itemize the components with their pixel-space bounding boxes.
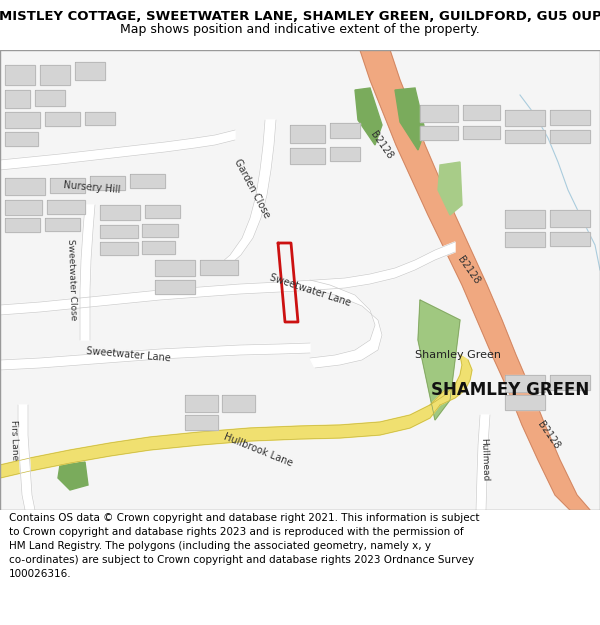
Text: Sweetwater Lane: Sweetwater Lane [268,272,352,308]
Text: Garden Close: Garden Close [232,157,272,219]
Polygon shape [185,415,218,430]
Polygon shape [90,176,125,190]
Polygon shape [5,178,45,195]
Polygon shape [505,395,545,410]
Polygon shape [360,50,590,510]
Polygon shape [0,130,235,170]
Polygon shape [5,200,42,215]
Polygon shape [18,405,35,510]
Polygon shape [310,280,382,368]
Text: B2128: B2128 [455,254,481,286]
Polygon shape [155,260,195,276]
Polygon shape [505,375,545,392]
Polygon shape [100,225,138,238]
Polygon shape [222,395,255,412]
Polygon shape [5,65,35,85]
Text: SHAMLEY GREEN: SHAMLEY GREEN [431,381,589,399]
Polygon shape [47,200,85,214]
Polygon shape [420,105,458,122]
Polygon shape [155,280,195,294]
Polygon shape [45,218,80,231]
Polygon shape [130,174,165,188]
Polygon shape [215,120,276,268]
Polygon shape [40,65,70,85]
Polygon shape [100,205,140,220]
Polygon shape [505,210,545,228]
Text: Nursery Hill: Nursery Hill [63,181,121,196]
Polygon shape [142,241,175,254]
Polygon shape [85,112,115,125]
Polygon shape [395,88,425,150]
Polygon shape [290,148,325,164]
Polygon shape [355,88,382,145]
Polygon shape [80,205,95,340]
Polygon shape [0,390,445,478]
Text: Sweetwater Lane: Sweetwater Lane [85,346,170,364]
Text: Hullmead: Hullmead [479,438,489,482]
Polygon shape [550,375,590,390]
Polygon shape [550,232,590,246]
Polygon shape [45,112,80,126]
Polygon shape [35,90,65,106]
Text: Firs Lane: Firs Lane [9,420,19,460]
Polygon shape [330,123,360,138]
Polygon shape [100,242,138,255]
Text: Map shows position and indicative extent of the property.: Map shows position and indicative extent… [120,23,480,36]
Text: MISTLEY COTTAGE, SWEETWATER LANE, SHAMLEY GREEN, GUILDFORD, GU5 0UP: MISTLEY COTTAGE, SWEETWATER LANE, SHAMLE… [0,10,600,23]
Polygon shape [505,130,545,143]
Text: Sweetwater Close: Sweetwater Close [66,239,78,321]
Polygon shape [476,415,490,510]
Polygon shape [550,210,590,227]
Text: Contains OS data © Crown copyright and database right 2021. This information is : Contains OS data © Crown copyright and d… [9,514,479,579]
Polygon shape [418,300,460,420]
Polygon shape [142,224,178,237]
Polygon shape [50,178,85,193]
Polygon shape [5,112,40,128]
Polygon shape [420,126,458,140]
Polygon shape [505,232,545,247]
Text: Shamley Green: Shamley Green [415,350,501,360]
Polygon shape [58,462,88,490]
Polygon shape [0,343,310,370]
Polygon shape [463,105,500,120]
Polygon shape [290,125,325,143]
Polygon shape [0,242,455,315]
Polygon shape [430,355,472,405]
Polygon shape [5,132,38,146]
Polygon shape [200,260,238,275]
Polygon shape [550,110,590,125]
Polygon shape [5,218,40,232]
Polygon shape [75,62,105,80]
Polygon shape [550,130,590,143]
Polygon shape [463,126,500,139]
Polygon shape [5,90,30,108]
Polygon shape [185,395,218,412]
Text: B2128: B2128 [535,419,561,451]
Polygon shape [330,147,360,161]
Polygon shape [145,205,180,218]
Text: Hullbrook Lane: Hullbrook Lane [222,432,294,468]
Polygon shape [505,110,545,126]
Text: B2128: B2128 [368,129,394,161]
Polygon shape [438,162,462,215]
